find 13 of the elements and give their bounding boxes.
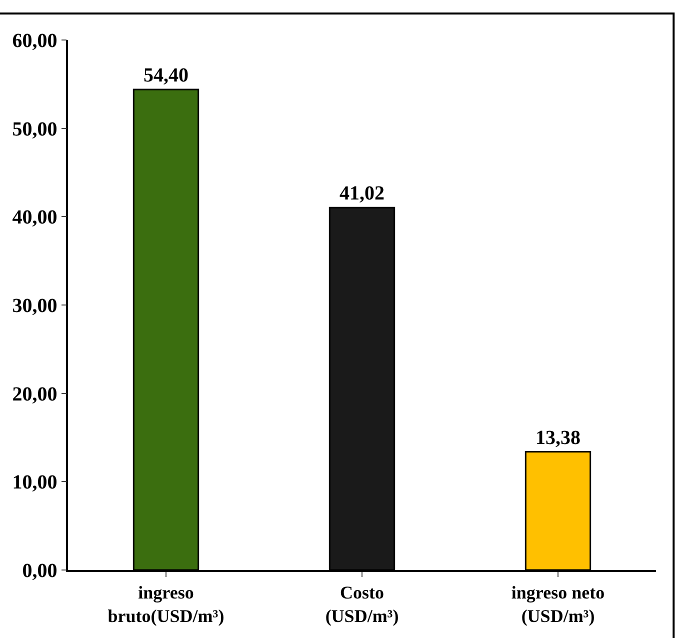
y-tick-label: 10,00 — [12, 472, 58, 494]
y-tick-label: 60,00 — [12, 30, 58, 52]
y-tick-label: 30,00 — [12, 295, 58, 317]
y-tick-label: 50,00 — [12, 118, 58, 140]
x-tick-label: Costo (USD/m³) — [325, 582, 399, 626]
data-label: 41,02 — [340, 182, 384, 205]
y-tick-label: 40,00 — [12, 206, 58, 229]
data-label: 13,38 — [536, 426, 580, 449]
y-tick-label: 20,00 — [12, 383, 58, 406]
y-tick-label: 0,00 — [22, 560, 58, 582]
x-tick-label: ingreso bruto(USD/m³) — [108, 582, 224, 626]
x-tick-label: ingreso neto (USD/m³) — [511, 582, 605, 626]
data-label: 54,40 — [144, 64, 188, 86]
